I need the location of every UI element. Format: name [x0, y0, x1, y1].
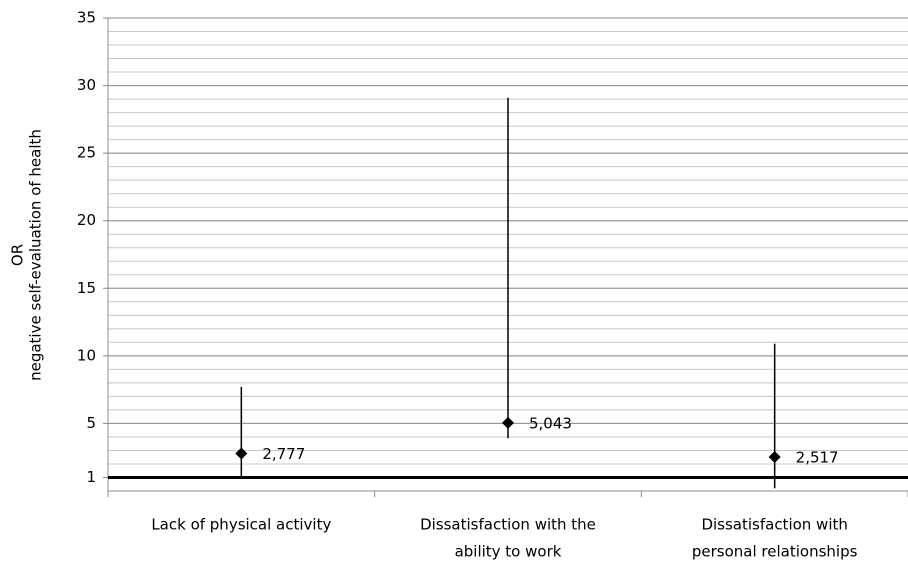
x-tick-label: Dissatisfaction with	[701, 516, 847, 534]
data-label: 5,043	[529, 414, 572, 432]
x-tick-label: Dissatisfaction with the	[420, 516, 596, 534]
y-tick-label: 20	[77, 211, 96, 229]
point	[235, 447, 248, 460]
y-tick-label: 30	[77, 76, 96, 94]
y-tick-label: 10	[77, 346, 96, 364]
y-axis-title: negative self-evaluation of health	[27, 129, 45, 381]
data-label: 2,777	[262, 445, 305, 463]
point	[768, 450, 781, 463]
y-axis-title: OR	[9, 244, 27, 266]
y-tick-label: 25	[77, 144, 96, 162]
y-tick-label: 1	[86, 468, 96, 486]
point	[502, 416, 514, 429]
y-tick-label: 5	[86, 414, 96, 432]
x-tick-label: personal relationships	[692, 543, 858, 561]
data-label: 2,517	[796, 448, 839, 466]
x-tick-label: ability to work	[455, 543, 562, 561]
y-tick-label: 15	[77, 279, 96, 297]
y-tick-label: 35	[77, 9, 96, 27]
x-tick-label: Lack of physical activity	[151, 516, 331, 534]
